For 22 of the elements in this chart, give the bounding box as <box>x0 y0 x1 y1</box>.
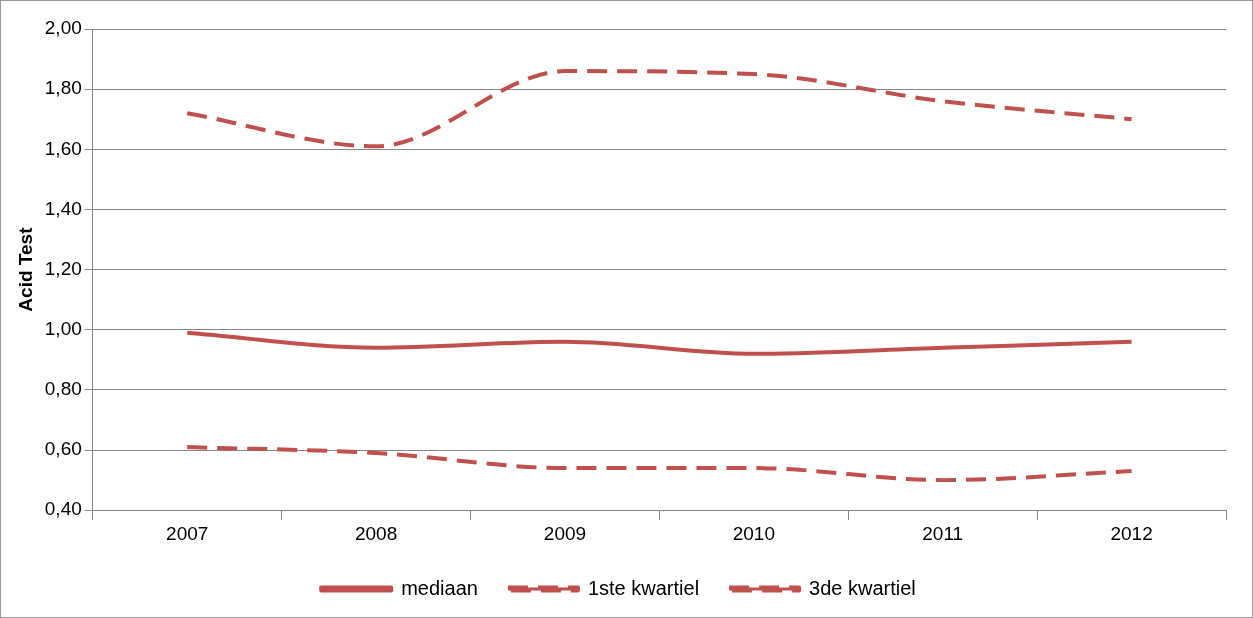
legend-label: 1ste kwartiel <box>587 576 700 599</box>
y-tick-label: 1,80 <box>44 77 82 99</box>
legend-label: 3de kwartiel <box>809 576 916 599</box>
y-tick-label: 2,00 <box>44 17 82 39</box>
y-tick-label: 0,60 <box>44 438 82 460</box>
x-tick-label: 2011 <box>922 522 964 544</box>
x-tick-label: 2007 <box>166 522 209 544</box>
x-tick-label: 2009 <box>543 522 587 544</box>
y-axis-title: Acid Test <box>14 226 36 312</box>
y-tick-label: 0,80 <box>44 378 82 400</box>
x-tick-label: 2010 <box>732 522 775 544</box>
y-tick-label: 1,20 <box>44 257 82 279</box>
line-series <box>185 69 1134 149</box>
y-tick-label: 1,00 <box>44 317 82 339</box>
y-tick-label: 1,40 <box>44 197 82 219</box>
x-tick-label: 2008 <box>354 522 398 544</box>
y-tick-label: 1,60 <box>44 137 82 159</box>
line-series <box>185 445 1134 483</box>
line-series <box>185 330 1134 356</box>
legend-label: mediaan <box>401 576 478 599</box>
x-tick-label: 2012 <box>1110 522 1153 544</box>
y-tick-label: 0,40 <box>44 498 82 520</box>
